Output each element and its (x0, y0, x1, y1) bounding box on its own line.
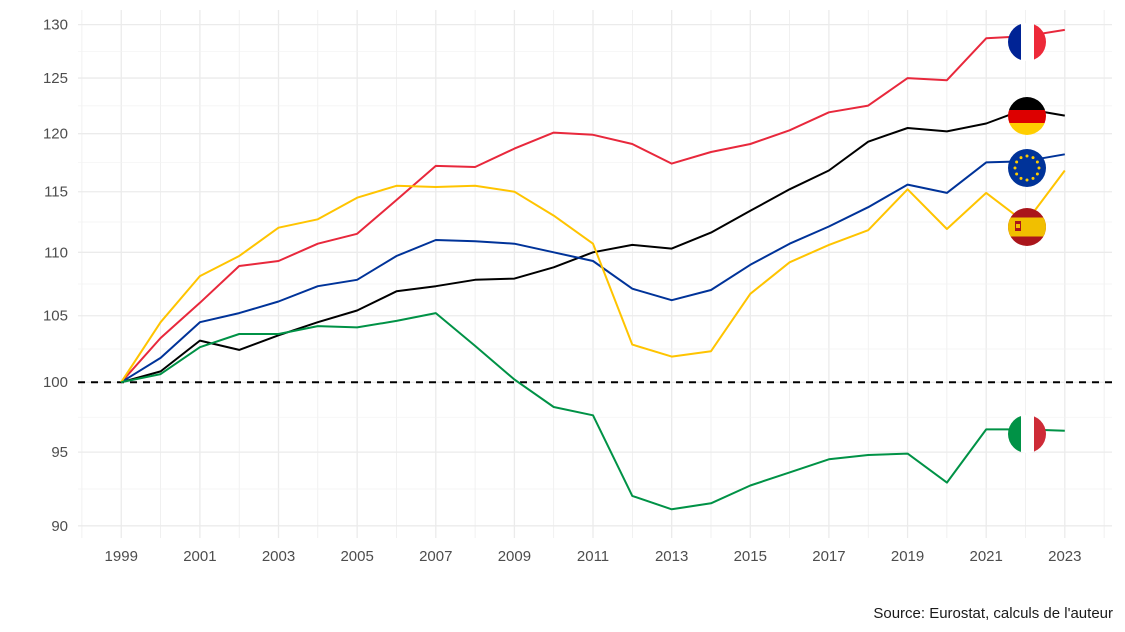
y-tick-label: 115 (44, 184, 68, 201)
x-tick-label: 2005 (340, 548, 373, 565)
x-tick-label: 2011 (577, 548, 609, 565)
germany-flag (1008, 97, 1046, 135)
series-line-france (120, 28, 1065, 383)
eu-star (1019, 176, 1023, 180)
eu-star (1031, 156, 1035, 160)
eu-star (1031, 176, 1035, 180)
eu-star (1019, 156, 1023, 160)
source-caption: Source: Eurostat, calculs de l'auteur (873, 605, 1113, 622)
x-tick-label: 2019 (891, 548, 924, 565)
italy-flag (1008, 415, 1046, 453)
axis-labels: 90 95 100 105 110 115 120 125 130 1999 2001 2003 200… (43, 17, 1082, 565)
y-tick-label: 110 (44, 244, 68, 261)
eu-stars (1013, 154, 1041, 182)
eu-star (1025, 154, 1029, 158)
y-tick-label: 100 (43, 374, 68, 391)
y-tick-label: 105 (43, 308, 68, 325)
france-flag (1008, 23, 1046, 61)
eu-star (1035, 172, 1039, 176)
eu-star (1015, 172, 1019, 176)
eu-star (1025, 178, 1029, 182)
spain-flag (1008, 208, 1046, 246)
y-tick-label: 130 (43, 17, 68, 34)
x-tick-label: 2017 (812, 548, 845, 565)
x-tick-label: 2013 (655, 548, 688, 565)
series-line-eu (120, 153, 1065, 384)
grid (78, 10, 1112, 538)
eu-flag (1008, 149, 1046, 187)
series-line-germany (120, 107, 1065, 384)
x-tick-label: 2007 (419, 548, 452, 565)
x-tick-label: 2023 (1048, 548, 1081, 565)
eu-star (1035, 160, 1039, 164)
y-tick-label: 120 (43, 126, 68, 143)
y-tick-label: 90 (51, 518, 68, 535)
x-tick-label: 2009 (498, 548, 531, 565)
x-tick-label: 2015 (734, 548, 767, 565)
series-line-spain (120, 169, 1066, 383)
y-tick-label: 95 (51, 444, 68, 461)
x-tick-label: 2003 (262, 548, 295, 565)
series-line-italy (120, 312, 1065, 511)
flag-layer (1008, 23, 1046, 453)
x-tick-label: 2021 (970, 548, 1003, 565)
eu-star (1037, 166, 1041, 170)
eu-star (1013, 166, 1017, 170)
series-layer (120, 28, 1066, 511)
y-tick-label: 125 (43, 70, 68, 87)
x-tick-label: 1999 (105, 548, 138, 565)
eu-star (1015, 160, 1019, 164)
x-tick-label: 2001 (183, 548, 216, 565)
